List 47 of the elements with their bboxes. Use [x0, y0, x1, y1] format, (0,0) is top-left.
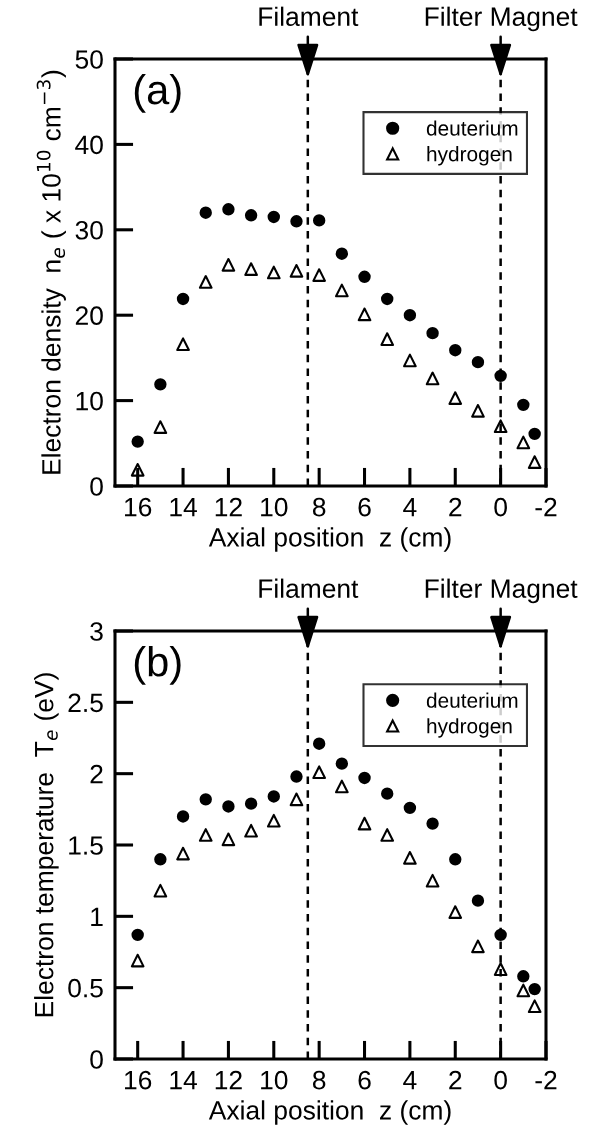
- y-tick-label: 1: [91, 907, 103, 926]
- x-tick-label: -2: [535, 1070, 557, 1090]
- x-axis-title: Axial position z (cm): [208, 1100, 451, 1125]
- ref-line-label: Filament: [259, 578, 359, 598]
- x-axis-title: Axial position z (cm): [208, 527, 451, 552]
- y-tick-label: 10: [76, 391, 103, 411]
- annotation: (a): [134, 73, 181, 113]
- y-tick-label: 1.5: [69, 836, 103, 855]
- y-tick-label: 0.5: [68, 978, 103, 998]
- ref-line-label: Filament: [259, 6, 359, 27]
- legend-label: hydrogen: [427, 146, 512, 166]
- x-tick-label: -2: [535, 497, 557, 517]
- x-tick-label: 12: [215, 497, 242, 517]
- y-tick-label: 2: [90, 764, 103, 784]
- y-tick-label: 3: [90, 622, 103, 641]
- x-tick-label: 14: [170, 498, 197, 517]
- x-tick-label: 6: [358, 1070, 371, 1090]
- x-tick-label: 6: [358, 497, 371, 517]
- x-tick-label: 4: [403, 498, 417, 517]
- x-tick-label: 14: [170, 1071, 197, 1090]
- x-tick-label: 0: [494, 497, 507, 517]
- legend-label: deuterium: [426, 120, 518, 136]
- x-tick-label: 8: [312, 497, 326, 517]
- x-tick-label: 8: [312, 1070, 326, 1090]
- x-tick-label: 2: [449, 497, 462, 517]
- y-tick-label: 0: [90, 1050, 103, 1069]
- annotation: (b): [134, 645, 181, 685]
- y-tick-label: 0: [90, 477, 103, 496]
- y-axis-title: Electron density n$_{e}$ ( x 10$^{10}$ cm$^{−3}$): [36, 70, 66, 474]
- y-axis-title: Electron temperature T$_{e}$ (eV): [34, 673, 59, 1017]
- y-tick-label: 50: [75, 50, 103, 69]
- x-tick-label: 0: [494, 1070, 507, 1090]
- x-tick-label: 2: [449, 1070, 462, 1090]
- x-tick-label: 10: [261, 1070, 288, 1090]
- ref-line-label: Filter Magnet: [425, 6, 578, 32]
- y-tick-label: 2.5: [68, 693, 103, 713]
- y-tick-label: 30: [75, 220, 103, 240]
- x-tick-label: 16: [125, 497, 152, 517]
- ref-line-label: Filter Magnet: [425, 578, 578, 604]
- legend-label: deuterium: [426, 692, 518, 708]
- y-tick-label: 20: [75, 306, 103, 326]
- x-tick-label: 4: [403, 1071, 417, 1090]
- x-tick-label: 16: [125, 1070, 152, 1090]
- legend-label: hydrogen: [427, 718, 512, 738]
- x-tick-label: 12: [215, 1070, 242, 1090]
- y-tick-label: 40: [75, 135, 103, 155]
- x-tick-label: 10: [261, 497, 288, 517]
